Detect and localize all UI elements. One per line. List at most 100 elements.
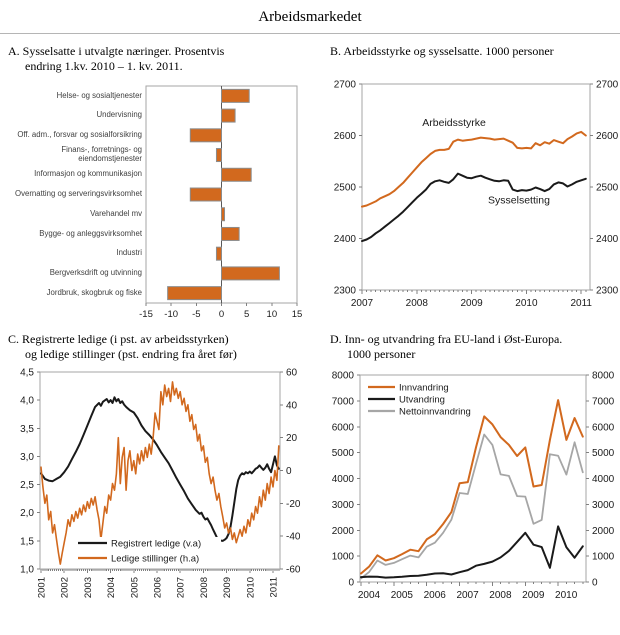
legend-label: Registrert ledige (v.a) bbox=[111, 539, 201, 550]
bar bbox=[189, 187, 223, 202]
bar bbox=[221, 226, 240, 241]
y-axis-left-tick-label: 0 bbox=[348, 578, 354, 589]
y-axis-left-tick-label: 1000 bbox=[332, 552, 355, 563]
legend-label: Nettoinnvandring bbox=[399, 407, 471, 418]
plot-frame bbox=[361, 83, 591, 291]
x-axis-tick-label: 2005 bbox=[129, 577, 140, 598]
panel-d-title: D. Inn- og utvandring fra EU-land i Øst-… bbox=[330, 332, 620, 362]
panel-c-title-line1: C. Registrerte ledige (i pst. av arbeids… bbox=[8, 332, 229, 346]
line-series-innvandring bbox=[360, 399, 584, 575]
y-axis-right-tick-label: -20 bbox=[286, 499, 301, 510]
y-axis-left-tick-label: 3,0 bbox=[20, 452, 34, 463]
bar-category-label: Bygge- og anleggsvirksomhet bbox=[39, 228, 142, 238]
y-axis-left-tick-label: 4000 bbox=[332, 474, 355, 485]
panel-c-chart: 4,5 4,0 3,5 3,0 2,5 2,0 1,5 1,0 60 40 20 0 -20 -40 -60… bbox=[20, 368, 301, 599]
legend-bg bbox=[76, 552, 221, 565]
x-axis-tick-label: 0 bbox=[219, 309, 224, 320]
y-axis-right-tick-label: 2600 bbox=[596, 131, 619, 142]
legend-bg bbox=[76, 537, 221, 550]
y-axis-left-tick-label: 1,5 bbox=[20, 536, 34, 547]
y-axis-left-tick-label: 6000 bbox=[332, 422, 355, 433]
panel-a-title: A. Sysselsatte i utvalgte næringer. Pros… bbox=[8, 44, 308, 74]
panel-d-title-line1: D. Inn- og utvandring fra EU-land i Øst-… bbox=[330, 332, 563, 346]
header-rule bbox=[0, 33, 620, 34]
panel-b-title: B. Arbeidsstyrke og sysselsatte. 1000 pe… bbox=[330, 44, 620, 59]
x-axis-tick-label: -10 bbox=[164, 309, 178, 320]
bar-category-label: Overnatting og serveringsvirksomhet bbox=[15, 189, 142, 199]
panel-a-chart: -15 -10 -5 0 5 10 15 bbox=[139, 85, 302, 320]
x-axis-tick-label: 2002 bbox=[60, 577, 71, 598]
y-axis-left-tick-label: 5000 bbox=[332, 448, 355, 459]
y-axis-right-tick-label: 0 bbox=[592, 578, 598, 589]
x-axis-tick-label: 2011 bbox=[570, 298, 592, 309]
x-axis-tick-label: 10 bbox=[267, 309, 278, 320]
panel-a-category-labels: Helse- og sosialtjenester Undervisning Off… bbox=[0, 86, 142, 303]
y-axis-left-tick-label: 2500 bbox=[334, 183, 357, 194]
panel-b-chart: 2700 2700 2600 2600 2500 2500 2400 2400 2300 2300… bbox=[334, 80, 619, 310]
figure-title: Arbeidsmarkedet bbox=[258, 9, 362, 25]
y-axis-right-tick-label: 2000 bbox=[592, 526, 615, 537]
y-axis-left-tick-label: 2400 bbox=[334, 234, 357, 245]
line-series-nettoinnvandring bbox=[360, 433, 584, 580]
y-axis-right-tick-label: 1000 bbox=[592, 552, 615, 563]
bar bbox=[221, 266, 280, 281]
y-axis-left-tick-label: 4,0 bbox=[20, 396, 34, 407]
line-series-registrert-ledige bbox=[40, 396, 280, 542]
panel-a-title-line2: endring 1.kv. 2010 – 1. kv. 2011. bbox=[25, 59, 183, 73]
x-axis-tick-label: 2010 bbox=[555, 590, 578, 601]
panel-d-chart: 8000 8000 7000 7000 6000 6000 5000 5000 4000 4000… bbox=[332, 371, 615, 602]
x-axis-tick-label: 2010 bbox=[245, 577, 256, 598]
x-axis-tick-label: 2007 bbox=[351, 298, 374, 309]
bar bbox=[215, 148, 222, 163]
panel-c-title: C. Registrerte ledige (i pst. av arbeids… bbox=[8, 332, 308, 362]
x-axis-tick-label: 2009 bbox=[522, 590, 545, 601]
plot-frame bbox=[359, 374, 587, 583]
legend-label: Ledige stillinger (h.a) bbox=[111, 554, 199, 565]
y-axis-right-tick-label: 8000 bbox=[592, 371, 615, 382]
panel-a-title-line1: A. Sysselsatte i utvalgte næringer. Pros… bbox=[8, 44, 225, 58]
y-axis-right-tick-label: 5000 bbox=[592, 448, 615, 459]
x-axis-tick-label: 2008 bbox=[406, 298, 429, 309]
y-axis-right-tick-label: 7000 bbox=[592, 396, 615, 407]
y-axis-left-tick-label: 7000 bbox=[332, 396, 355, 407]
y-axis-left-tick-label: 4,5 bbox=[20, 368, 34, 379]
y-axis-right-tick-label: 40 bbox=[286, 400, 298, 411]
bar bbox=[167, 286, 222, 301]
y-axis-right-tick-label: 2300 bbox=[596, 286, 619, 297]
x-axis-tick-label: 2004 bbox=[106, 577, 117, 598]
x-axis-tick-label: -5 bbox=[192, 309, 200, 320]
y-axis-left-tick-label: 8000 bbox=[332, 371, 355, 382]
x-axis-tick-label: 2003 bbox=[83, 577, 94, 598]
x-axis-tick-label: 2006 bbox=[153, 577, 164, 598]
y-axis-right-tick-label: 6000 bbox=[592, 422, 615, 433]
x-axis-tick-label: 2010 bbox=[515, 298, 538, 309]
x-axis-tick-label: 2009 bbox=[222, 577, 233, 598]
x-axis-tick-label: 2009 bbox=[460, 298, 483, 309]
legend-label: Utvandring bbox=[399, 395, 445, 406]
y-axis-right-tick-label: 0 bbox=[286, 466, 292, 477]
line-series-sysselsetting bbox=[361, 172, 587, 243]
bar bbox=[215, 246, 222, 261]
bar-category-label: Helse- og sosialtjenester bbox=[56, 90, 142, 100]
y-axis-right-tick-label: 2500 bbox=[596, 183, 619, 194]
bar bbox=[221, 207, 226, 222]
y-axis-left-tick-label: 2000 bbox=[332, 526, 355, 537]
y-axis-left-tick-label: 1,0 bbox=[20, 565, 34, 576]
x-axis-tick-label: 2007 bbox=[176, 577, 187, 598]
y-axis-left-tick-label: 2600 bbox=[334, 131, 357, 142]
x-axis-tick-label: 2011 bbox=[269, 577, 280, 597]
bar-category-label: Jordbruk, skogbruk og fiske bbox=[46, 287, 142, 297]
x-axis-tick-label: 2005 bbox=[391, 590, 414, 601]
x-axis-tick-label: 2004 bbox=[358, 590, 381, 601]
line-series-ledige-stillinger bbox=[40, 381, 280, 565]
y-axis-right-tick-label: 20 bbox=[286, 433, 298, 444]
x-axis-tick-label: -15 bbox=[139, 309, 153, 320]
x-axis-tick-label: 2008 bbox=[199, 577, 210, 598]
bar-category-label: Off. adm., forsvar og sosialforsikring bbox=[17, 129, 142, 139]
x-axis-tick-label: 5 bbox=[244, 309, 249, 320]
bar bbox=[221, 167, 252, 182]
y-axis-left-tick-label: 2,0 bbox=[20, 508, 34, 519]
y-axis-right-tick-label: 4000 bbox=[592, 474, 615, 485]
panel-b-title-line1: B. Arbeidsstyrke og sysselsatte. 1000 pe… bbox=[330, 44, 554, 58]
